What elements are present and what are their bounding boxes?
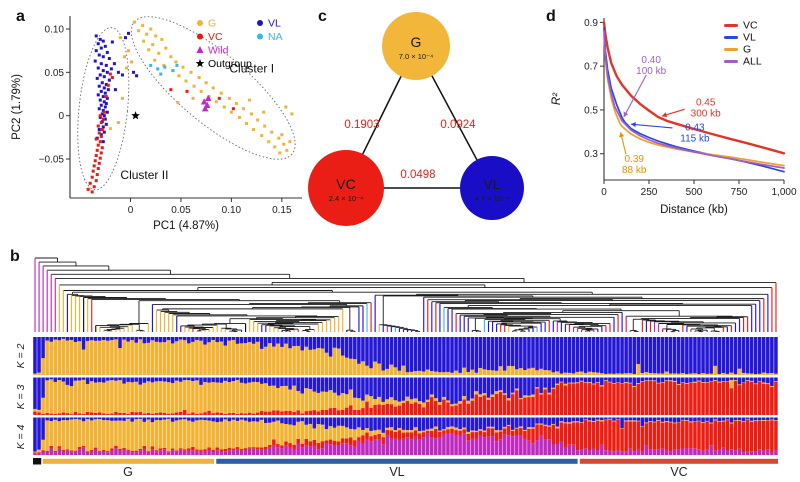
k2-row-label: K = 2 — [15, 343, 27, 369]
k4-row-label: K = 4 — [15, 424, 27, 450]
svg-text:300 kb: 300 kb — [691, 109, 721, 120]
svg-text:0.0498: 0.0498 — [400, 169, 435, 181]
svg-text:0.3: 0.3 — [584, 149, 598, 160]
pca-plot: Cluster I Cluster II 0 0.05 0.10 0.15 0.10 0.05… — [11, 16, 302, 232]
svg-text:88 kb: 88 kb — [622, 165, 647, 176]
population-bar — [33, 458, 778, 465]
panel-b-label: b — [10, 248, 20, 265]
k3-row-label: K = 3 — [15, 384, 27, 410]
population-label-g: G — [123, 465, 133, 479]
svg-text:2.4 × 10⁻⁴: 2.4 × 10⁻⁴ — [329, 194, 364, 203]
svg-text:VC: VC — [743, 20, 758, 32]
svg-text:NA: NA — [268, 31, 283, 43]
svg-text:G: G — [411, 34, 422, 50]
panel-c-label: c — [318, 8, 327, 25]
svg-text:−0.05: −0.05 — [39, 155, 65, 166]
svg-text:PC1 (4.87%): PC1 (4.87%) — [153, 220, 219, 232]
svg-text:750: 750 — [731, 187, 748, 198]
svg-text:ALL: ALL — [743, 56, 762, 68]
svg-text:VL: VL — [483, 176, 500, 192]
svg-text:Cluster I: Cluster I — [229, 61, 274, 75]
svg-text:Cluster II: Cluster II — [120, 168, 168, 182]
svg-text:0.43: 0.43 — [685, 123, 705, 134]
svg-text:0.15: 0.15 — [272, 205, 292, 216]
svg-text:4.7 × 10⁻⁴: 4.7 × 10⁻⁴ — [475, 194, 510, 203]
admixture-plot — [33, 337, 778, 455]
svg-text:0.9: 0.9 — [584, 18, 598, 29]
svg-text:VC: VC — [208, 31, 223, 43]
svg-text:0.0924: 0.0924 — [440, 119, 476, 131]
svg-text:0: 0 — [58, 111, 64, 122]
svg-text:Wild: Wild — [208, 45, 229, 57]
dendrogram — [34, 257, 777, 333]
svg-text:R²: R² — [551, 92, 563, 105]
svg-text:0.40: 0.40 — [641, 55, 661, 66]
svg-text:500: 500 — [686, 187, 703, 198]
svg-text:Outgroup: Outgroup — [208, 58, 252, 70]
svg-text:0.45: 0.45 — [696, 98, 716, 109]
svg-text:0.05: 0.05 — [171, 205, 191, 216]
population-label-vc: VC — [670, 465, 688, 479]
population-label-vl: VL — [389, 465, 405, 479]
svg-text:250: 250 — [641, 187, 658, 198]
svg-text:VC: VC — [336, 176, 355, 192]
svg-text:7.0 × 10⁻⁴: 7.0 × 10⁻⁴ — [399, 52, 434, 61]
svg-text:0.39: 0.39 — [625, 154, 645, 165]
svg-text:PC2 (1.79%): PC2 (1.79%) — [11, 74, 23, 140]
ld-plot: 0 250 500 750 1,000 0.3 0.5 0.7 0.9 Distance (kb)… — [551, 18, 797, 216]
svg-text:0.05: 0.05 — [45, 68, 65, 79]
svg-text:VL: VL — [268, 18, 281, 30]
svg-text:1,000: 1,000 — [771, 187, 796, 198]
svg-text:Distance (kb): Distance (kb) — [660, 204, 728, 216]
svg-text:115 kb: 115 kb — [680, 134, 710, 145]
svg-text:VL: VL — [743, 32, 756, 44]
svg-text:0.7: 0.7 — [584, 62, 598, 73]
svg-text:0.10: 0.10 — [222, 205, 242, 216]
panel-d-label: d — [546, 8, 556, 25]
svg-text:100 kb: 100 kb — [636, 66, 666, 77]
svg-text:0.5: 0.5 — [584, 105, 598, 116]
svg-text:G: G — [208, 18, 216, 30]
svg-text:0: 0 — [128, 205, 134, 216]
svg-text:0.1903: 0.1903 — [344, 119, 379, 131]
fst-diagram: G 7.0 × 10⁻⁴ VC 2.4 × 10⁻⁴ VL 4.7 × 10⁻⁴ 0.190… — [308, 12, 524, 226]
svg-text:0.10: 0.10 — [45, 25, 65, 36]
panel-a-label: a — [16, 8, 25, 25]
svg-text:0: 0 — [601, 187, 607, 198]
svg-text:G: G — [743, 44, 751, 56]
